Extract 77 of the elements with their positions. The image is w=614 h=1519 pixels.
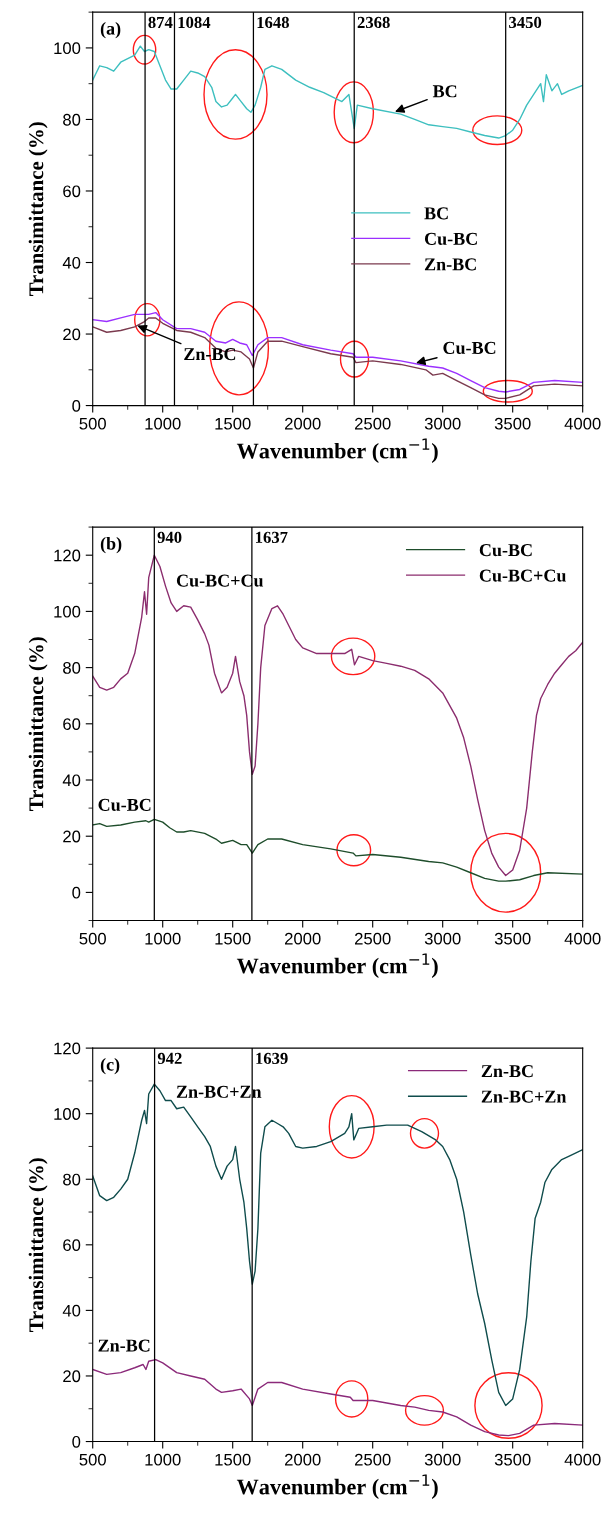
ref-line-label: 3450 xyxy=(509,16,542,29)
x-tick-label: 500 xyxy=(79,1453,106,1466)
y-tick-label: 40 xyxy=(62,1304,81,1317)
x-tick-label: 3500 xyxy=(494,932,531,945)
ref-line-label: 874 xyxy=(148,16,173,29)
y-tick-label: 80 xyxy=(63,662,81,674)
y-axis-title: Transimittance (%) xyxy=(28,637,48,811)
y-tick-label: 100 xyxy=(54,1108,81,1120)
x-tick-label: 2000 xyxy=(285,417,321,430)
ref-line-label: 1639 xyxy=(256,1052,288,1065)
y-axis-title: Transimittance (%) xyxy=(28,1158,48,1332)
line-series xyxy=(92,1083,583,1407)
chart-title: (c) xyxy=(100,1057,120,1075)
legend-label: Cu-BC+Cu xyxy=(479,569,566,582)
x-axis-title: Wavenumber (cm$^{−1}$) xyxy=(236,1474,438,1500)
y-tick-label: 20 xyxy=(63,1370,81,1383)
x-tick-label: 1500 xyxy=(215,1453,251,1466)
annotation: Cu-BC xyxy=(98,798,151,811)
y-tick-label: 80 xyxy=(63,113,81,126)
x-tick-label: 4000 xyxy=(564,932,601,945)
y-tick-label: 0 xyxy=(72,1435,81,1448)
x-tick-label: 2000 xyxy=(285,932,321,945)
y-tick-label: 0 xyxy=(72,399,81,412)
x-tick-label: 500 xyxy=(79,417,106,430)
y-tick-label: 0 xyxy=(72,886,81,899)
ref-line-label: 1637 xyxy=(256,531,288,543)
x-tick-label: 2500 xyxy=(355,932,391,945)
line-series xyxy=(92,1358,583,1437)
x-tick-label: 3000 xyxy=(424,932,461,945)
x-tick-label: 3500 xyxy=(494,417,531,430)
y-tick-label: 60 xyxy=(63,185,81,198)
x-axis-title: Wavenumber (cm$^{−1}$) xyxy=(236,953,438,978)
x-tick-label: 500 xyxy=(79,932,106,945)
x-tick-label: 1500 xyxy=(215,932,251,945)
y-tick-label: 20 xyxy=(63,830,81,843)
y-tick-label: 20 xyxy=(63,328,81,341)
legend-label: Zn-BC xyxy=(424,258,476,271)
y-tick-label: 60 xyxy=(63,718,81,731)
x-tick-label: 4000 xyxy=(564,1453,601,1466)
legend-label: Zn-BC+Zn xyxy=(481,1090,567,1103)
ref-line-label: 940 xyxy=(157,531,182,543)
x-axis-title: Wavenumber (cm$^{−1}$) xyxy=(236,438,438,464)
x-tick-label: 2500 xyxy=(355,1453,391,1466)
x-tick-label: 3500 xyxy=(494,1453,531,1466)
legend-label: Cu-BC xyxy=(424,232,477,245)
x-tick-label: 1000 xyxy=(145,1453,181,1466)
annotation: BC xyxy=(432,85,457,98)
line-series xyxy=(92,45,583,139)
y-tick-label: 60 xyxy=(63,1239,81,1252)
y-tick-label: 100 xyxy=(54,42,81,55)
x-tick-label: 1500 xyxy=(215,417,251,430)
annotation: Zn-BC xyxy=(98,1339,150,1352)
x-tick-label: 1000 xyxy=(145,417,181,430)
x-tick-label: 3000 xyxy=(424,1453,461,1466)
legend-label: BC xyxy=(424,207,448,220)
x-tick-label: 2000 xyxy=(285,1453,321,1466)
y-tick-label: 100 xyxy=(54,605,81,618)
ref-line-label: 2368 xyxy=(357,16,390,29)
y-tick-label: 80 xyxy=(63,1173,81,1186)
legend-label: Cu-BC xyxy=(479,544,532,557)
x-tick-label: 1000 xyxy=(145,932,181,945)
x-tick-label: 2500 xyxy=(355,417,391,430)
ref-line-label: 1084 xyxy=(178,16,211,29)
y-tick-label: 40 xyxy=(62,774,81,787)
ref-line-label: 942 xyxy=(157,1052,182,1065)
y-axis-title: Transimittance (%) xyxy=(28,122,48,296)
ref-line-label: 1648 xyxy=(257,16,289,29)
x-tick-label: 3000 xyxy=(424,417,461,430)
y-tick-label: 120 xyxy=(54,1042,81,1055)
line-series xyxy=(92,818,583,882)
legend-label: Zn-BC xyxy=(481,1065,533,1078)
y-tick-label: 120 xyxy=(54,549,81,562)
x-tick-label: 4000 xyxy=(564,417,601,430)
chart-title: (a) xyxy=(100,21,121,39)
y-tick-label: 40 xyxy=(62,256,81,269)
annotation: Cu-BC xyxy=(443,341,496,355)
chart-title: (b) xyxy=(100,536,122,554)
